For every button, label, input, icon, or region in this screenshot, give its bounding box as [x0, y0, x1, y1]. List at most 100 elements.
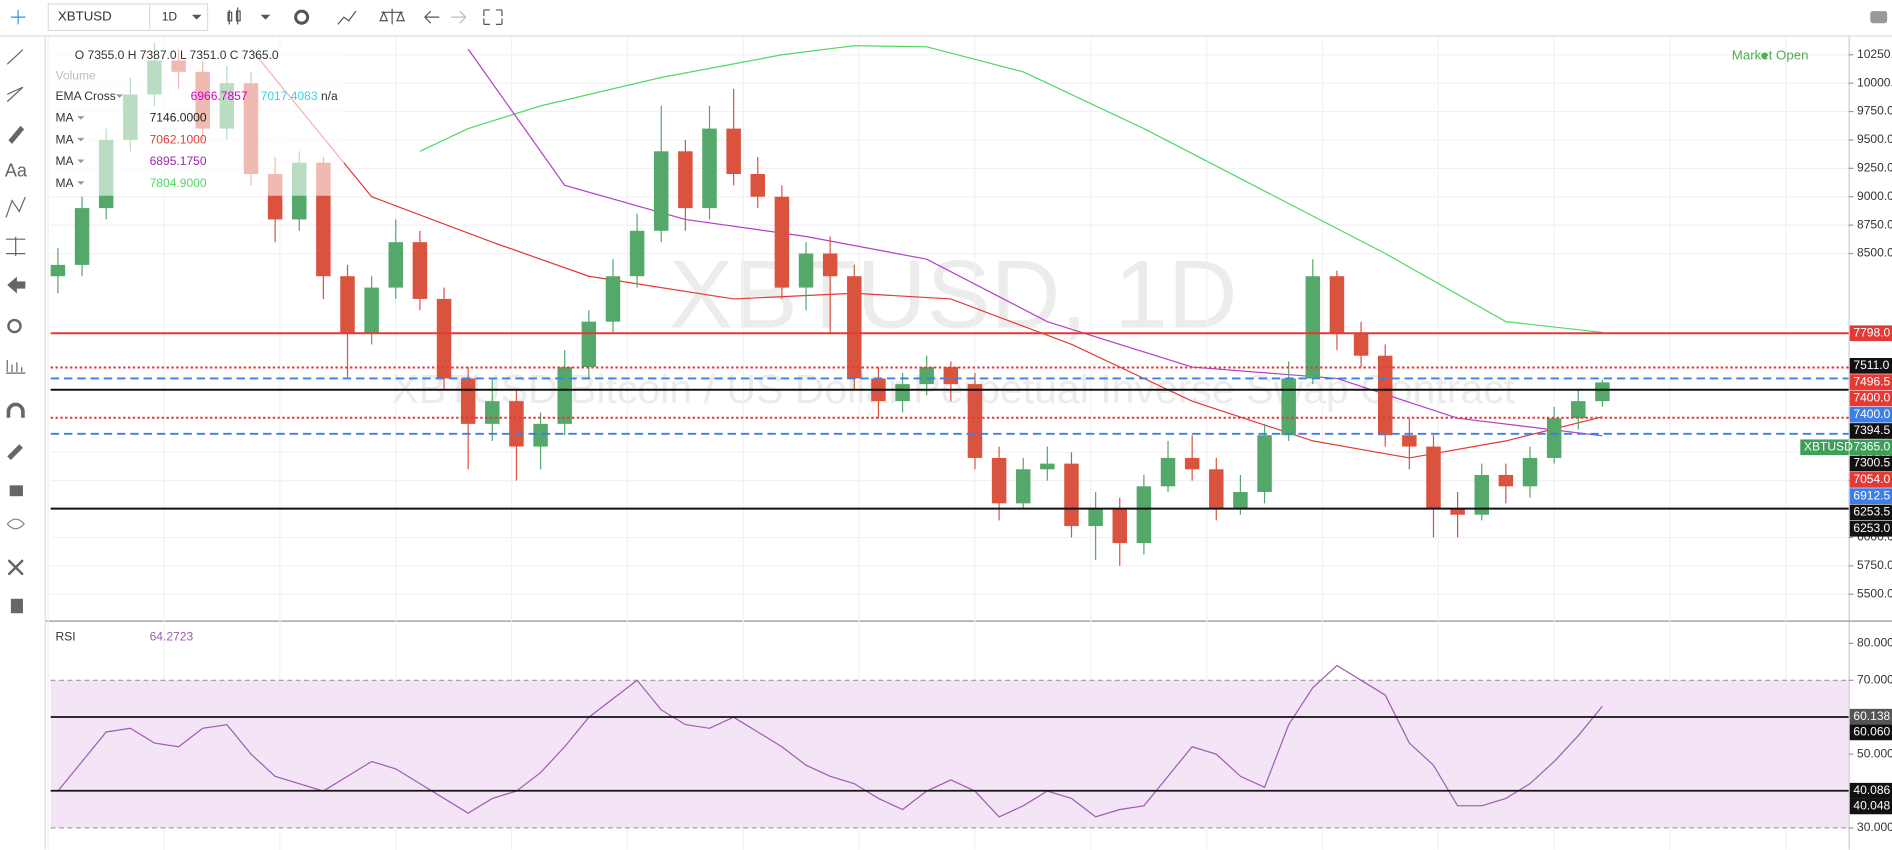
price-label-box — [1849, 455, 1892, 472]
fib-tool[interactable] — [6, 86, 24, 103]
price-label-box — [1849, 520, 1892, 537]
candle-body — [1136, 486, 1152, 544]
text-tool[interactable]: Aa — [5, 160, 28, 180]
hide-tool[interactable] — [6, 518, 25, 530]
candle-body — [436, 298, 452, 379]
dropdown-icon[interactable] — [260, 14, 271, 20]
candle-body — [50, 264, 66, 277]
magnet-tool[interactable] — [6, 402, 25, 418]
brush-tool[interactable] — [8, 125, 25, 144]
candle-body — [919, 367, 934, 385]
rsi-name: RSI — [56, 630, 76, 644]
crosshair-icon[interactable] — [10, 9, 26, 25]
rsi-label-box — [1849, 782, 1892, 799]
indicator-value: n/a — [321, 89, 338, 103]
candle-body — [774, 196, 790, 288]
candle-body — [485, 401, 500, 424]
candle-body — [1571, 401, 1586, 419]
candle-body — [653, 151, 669, 231]
candle-body — [1305, 276, 1321, 379]
line-tool[interactable] — [6, 49, 24, 65]
rsi-label-box — [1849, 798, 1892, 815]
settings-icon[interactable] — [294, 9, 310, 25]
candle-body — [1474, 474, 1489, 515]
candle-body — [991, 457, 1007, 504]
indicator-value: 6895.1750 — [150, 154, 207, 168]
measure-tool[interactable] — [6, 236, 26, 257]
price-label: 7496.5 — [1853, 374, 1890, 388]
dropdown-icon — [77, 159, 85, 164]
candle-body — [1377, 355, 1393, 436]
candle-body — [1402, 435, 1417, 447]
status-dot — [1761, 52, 1768, 59]
interval[interactable]: 1D — [162, 9, 178, 23]
candle-body — [1426, 446, 1441, 510]
candle-body — [74, 208, 90, 265]
indicator-name: EMA Cross — [56, 89, 116, 103]
chart-style-icon[interactable] — [227, 7, 241, 25]
rsi-label: 60.060 — [1853, 725, 1890, 739]
indicator-value: 7062.1000 — [150, 132, 207, 146]
price-label-box — [1849, 325, 1892, 342]
moving-average — [419, 45, 1603, 334]
price-label: 6253.0 — [1853, 521, 1890, 535]
redo-icon[interactable] — [451, 10, 467, 24]
price-label: 7365.0 — [1853, 439, 1890, 453]
rsi-band — [50, 680, 1849, 828]
settings-tool[interactable] — [7, 559, 24, 576]
volume-legend: Volume — [56, 68, 96, 82]
dropdown-icon[interactable] — [191, 14, 202, 20]
price-tick-label: 5750.0 — [1857, 558, 1892, 572]
candle-body — [1281, 378, 1296, 436]
candle-body — [1498, 474, 1514, 487]
price-tick-label: 9000.0 — [1857, 189, 1892, 203]
price-label-box — [1849, 390, 1892, 407]
rsi-value: 64.2723 — [150, 630, 194, 644]
candle-body — [581, 321, 597, 368]
price-label: 7400.0 — [1853, 407, 1890, 421]
rsi-label-box — [1849, 724, 1892, 741]
draw-mode-tool[interactable] — [7, 444, 23, 460]
rsi-label: 40.086 — [1853, 783, 1890, 797]
snapshot-icon[interactable] — [1870, 11, 1888, 24]
candle-body — [943, 367, 959, 385]
candle-body — [629, 230, 645, 277]
price-tick-label: 5500.0 — [1857, 586, 1892, 600]
rsi-tick-label: 80.000 — [1857, 636, 1892, 650]
compare-icon[interactable] — [379, 8, 406, 25]
pattern-tool[interactable] — [5, 196, 26, 218]
fullscreen-icon[interactable] — [483, 9, 503, 26]
lock-tool[interactable] — [9, 485, 23, 497]
price-tick-label: 9500.0 — [1857, 132, 1892, 146]
price-tick-label: 10000.0 — [1857, 75, 1892, 89]
candle-body — [1450, 509, 1465, 515]
symbol[interactable]: XBTUSD — [58, 9, 112, 24]
candle-body — [1257, 435, 1272, 493]
rsi-line — [57, 664, 1603, 818]
candle-body — [967, 384, 983, 458]
price-label: 7511.0 — [1853, 358, 1889, 372]
rsi-tick-label: 70.000 — [1857, 672, 1892, 686]
rsi-label: 40.048 — [1853, 799, 1890, 813]
candle-body — [364, 287, 379, 334]
indicator-value: 6966.7857 — [191, 89, 248, 103]
indicator-name: MA — [56, 154, 75, 168]
trash-tool[interactable] — [10, 598, 23, 614]
dropdown-icon — [115, 94, 124, 99]
symbol-box[interactable] — [47, 3, 151, 32]
price-label: 6253.5 — [1853, 505, 1890, 519]
candle-body — [726, 128, 741, 175]
candle-body — [605, 276, 621, 322]
zoom-tool[interactable] — [7, 318, 22, 334]
ruler-tool[interactable] — [6, 359, 26, 374]
left-toolbar: Aa — [5, 36, 46, 850]
dropdown-icon — [77, 116, 85, 120]
undo-icon[interactable] — [424, 10, 440, 24]
back-tool[interactable] — [7, 276, 26, 294]
indicators-icon[interactable] — [337, 10, 357, 25]
candle-body — [412, 242, 428, 299]
candle-body — [822, 253, 838, 277]
dropdown-icon — [77, 181, 85, 185]
